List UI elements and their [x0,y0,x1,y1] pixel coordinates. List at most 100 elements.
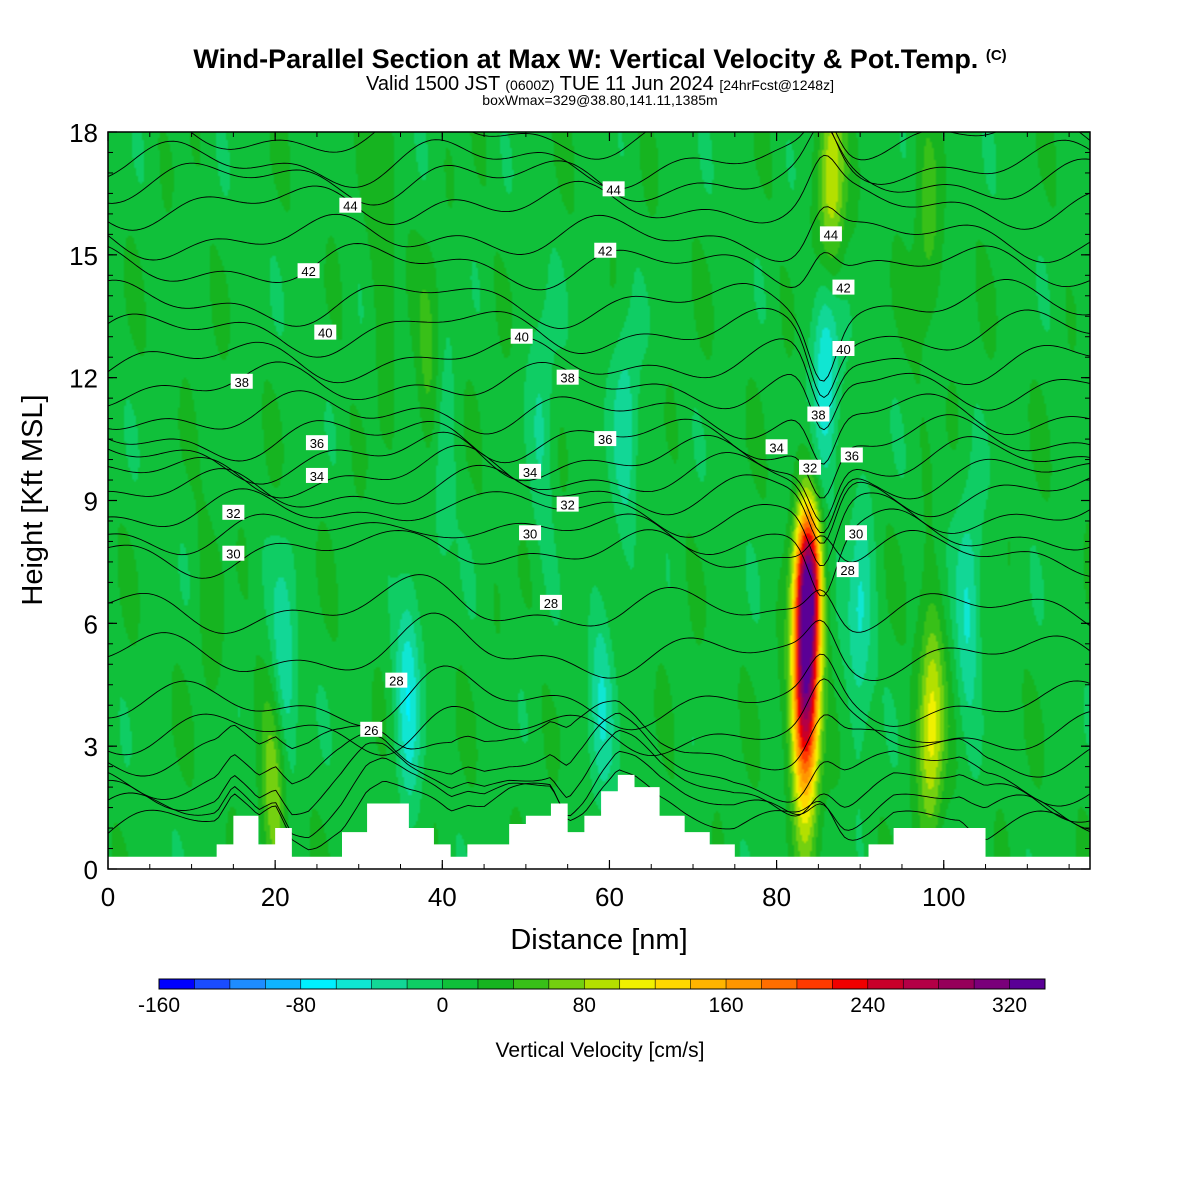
subtitle-fcst: [24hrFcst@1248z] [719,77,834,93]
theta-contour-line [108,361,1090,431]
contour-label: 32 [799,459,822,476]
contour-label-box [819,226,842,242]
theta-contour-line [108,307,1090,399]
contour-label-text: 42 [301,264,315,279]
contour-label-text: 30 [849,526,863,541]
colorbar-tick-label: 0 [437,994,449,1017]
colorbar-swatch [229,979,266,989]
contour-label-text: 40 [514,330,528,345]
contour-label-text: 44 [343,199,357,214]
contour-label-text: 30 [523,526,537,541]
contour-label-box [799,459,822,475]
x-axis-label: Distance [nm] [510,924,687,956]
contour-label-box [602,181,625,197]
theta-contour-line [108,769,1090,851]
theta-contour-line [108,488,1090,567]
theta-contour-line [108,206,1090,264]
colorbar-swatch [442,979,479,989]
colorbar-swatch [584,979,621,989]
theta-contour-line [108,700,1090,778]
colorbar-tick-label: 80 [573,994,596,1017]
colorbar-swatch [300,979,337,989]
colorbar-swatch [796,979,833,989]
contour-label: 32 [556,496,579,513]
contour-label-text: 28 [544,596,558,611]
theta-contour-line [108,729,1090,823]
contour-label-box [765,439,788,455]
colorbar-swatch [619,979,656,989]
contour-label-text: 36 [310,436,324,451]
contour-label: 34 [765,439,788,455]
contour-label-box [840,447,863,463]
contour-label: 40 [314,324,337,341]
contour-label-text: 38 [234,375,248,390]
contour-label-box [339,197,362,213]
contour-label-box [556,496,579,512]
chart-info-line: boxWmax=329@38.80,141.11,1385m [482,92,718,108]
colorbar: -160 -80 0 80 160 240 320 [138,978,1046,1017]
y-tick-label: 12 [69,364,98,394]
theta-contour-line [108,390,1090,465]
contour-label-text: 40 [836,342,850,357]
contour-label-box [222,504,245,520]
contour-label: 40 [832,341,855,357]
contour-label-box [519,525,542,541]
contour-label: 36 [305,435,328,451]
vertical-velocity-field [108,132,1090,869]
x-tick-label: 80 [762,882,791,912]
contour-label-box [510,328,533,344]
contour-label-box [594,431,617,447]
colorbar-swatch [690,979,727,989]
contour-label-box [230,373,253,389]
colorbar-swatch [867,979,904,989]
contour-label: 36 [594,431,617,447]
contour-label-text: 28 [840,563,854,578]
colorbar-swatch [974,979,1010,989]
contour-label-box [539,594,562,610]
contour-label-text: 42 [598,244,612,259]
contour-label: 38 [807,406,830,423]
x-tick-label: 0 [101,882,115,912]
contour-label-text: 42 [836,281,850,296]
colorbar-frame [158,978,1046,990]
contour-label: 28 [539,594,562,611]
contour-label-text: 32 [803,461,817,476]
colorbar-label: Vertical Velocity [cm/s] [496,1039,705,1062]
contour-label: 32 [222,504,245,521]
colorbar-tick-label: 240 [850,994,885,1017]
y-axis-label: Height [Kft MSL] [17,394,49,605]
colorbar-tick-label: 160 [709,994,744,1017]
colorbar-swatch [159,979,195,989]
theta-contour-line [108,279,1090,382]
title-mark: (C) [985,47,1007,64]
contour-label-box [519,463,542,479]
theta-contour-line [108,431,1090,522]
colorbar-swatch [655,979,691,989]
colorbar-swatch [1009,979,1046,989]
colorbar-swatch [832,979,869,989]
y-tick-label: 9 [84,487,98,517]
contour-label: 40 [510,328,533,345]
colorbar-swatch [903,979,939,989]
contour-label-text: 44 [824,227,838,242]
contour-label-text: 34 [310,469,324,484]
y-tick-label: 15 [69,241,98,271]
theta-contour-line [108,444,1090,533]
colorbar-swatch [265,979,302,989]
contour-label: 28 [385,672,408,689]
theta-contour-line [108,132,1090,190]
contour-label-box [836,562,859,578]
colorbar-swatch [761,979,798,989]
subtitle-date: TUE 11 Jun 2024 [559,73,714,95]
contour-label-text: 34 [769,440,783,455]
chart-subtitle: Valid 1500 JST (0600Z) TUE 11 Jun 2024 [… [0,73,1200,96]
subtitle-utc: (0600Z) [505,77,555,93]
colorbar-swatch [336,979,372,989]
contour-label-text: 38 [560,371,574,386]
contour-label-box [556,369,579,385]
theta-contour-line [108,529,1090,579]
y-tick-label: 3 [84,732,98,762]
contour-label-text: 26 [364,723,378,738]
